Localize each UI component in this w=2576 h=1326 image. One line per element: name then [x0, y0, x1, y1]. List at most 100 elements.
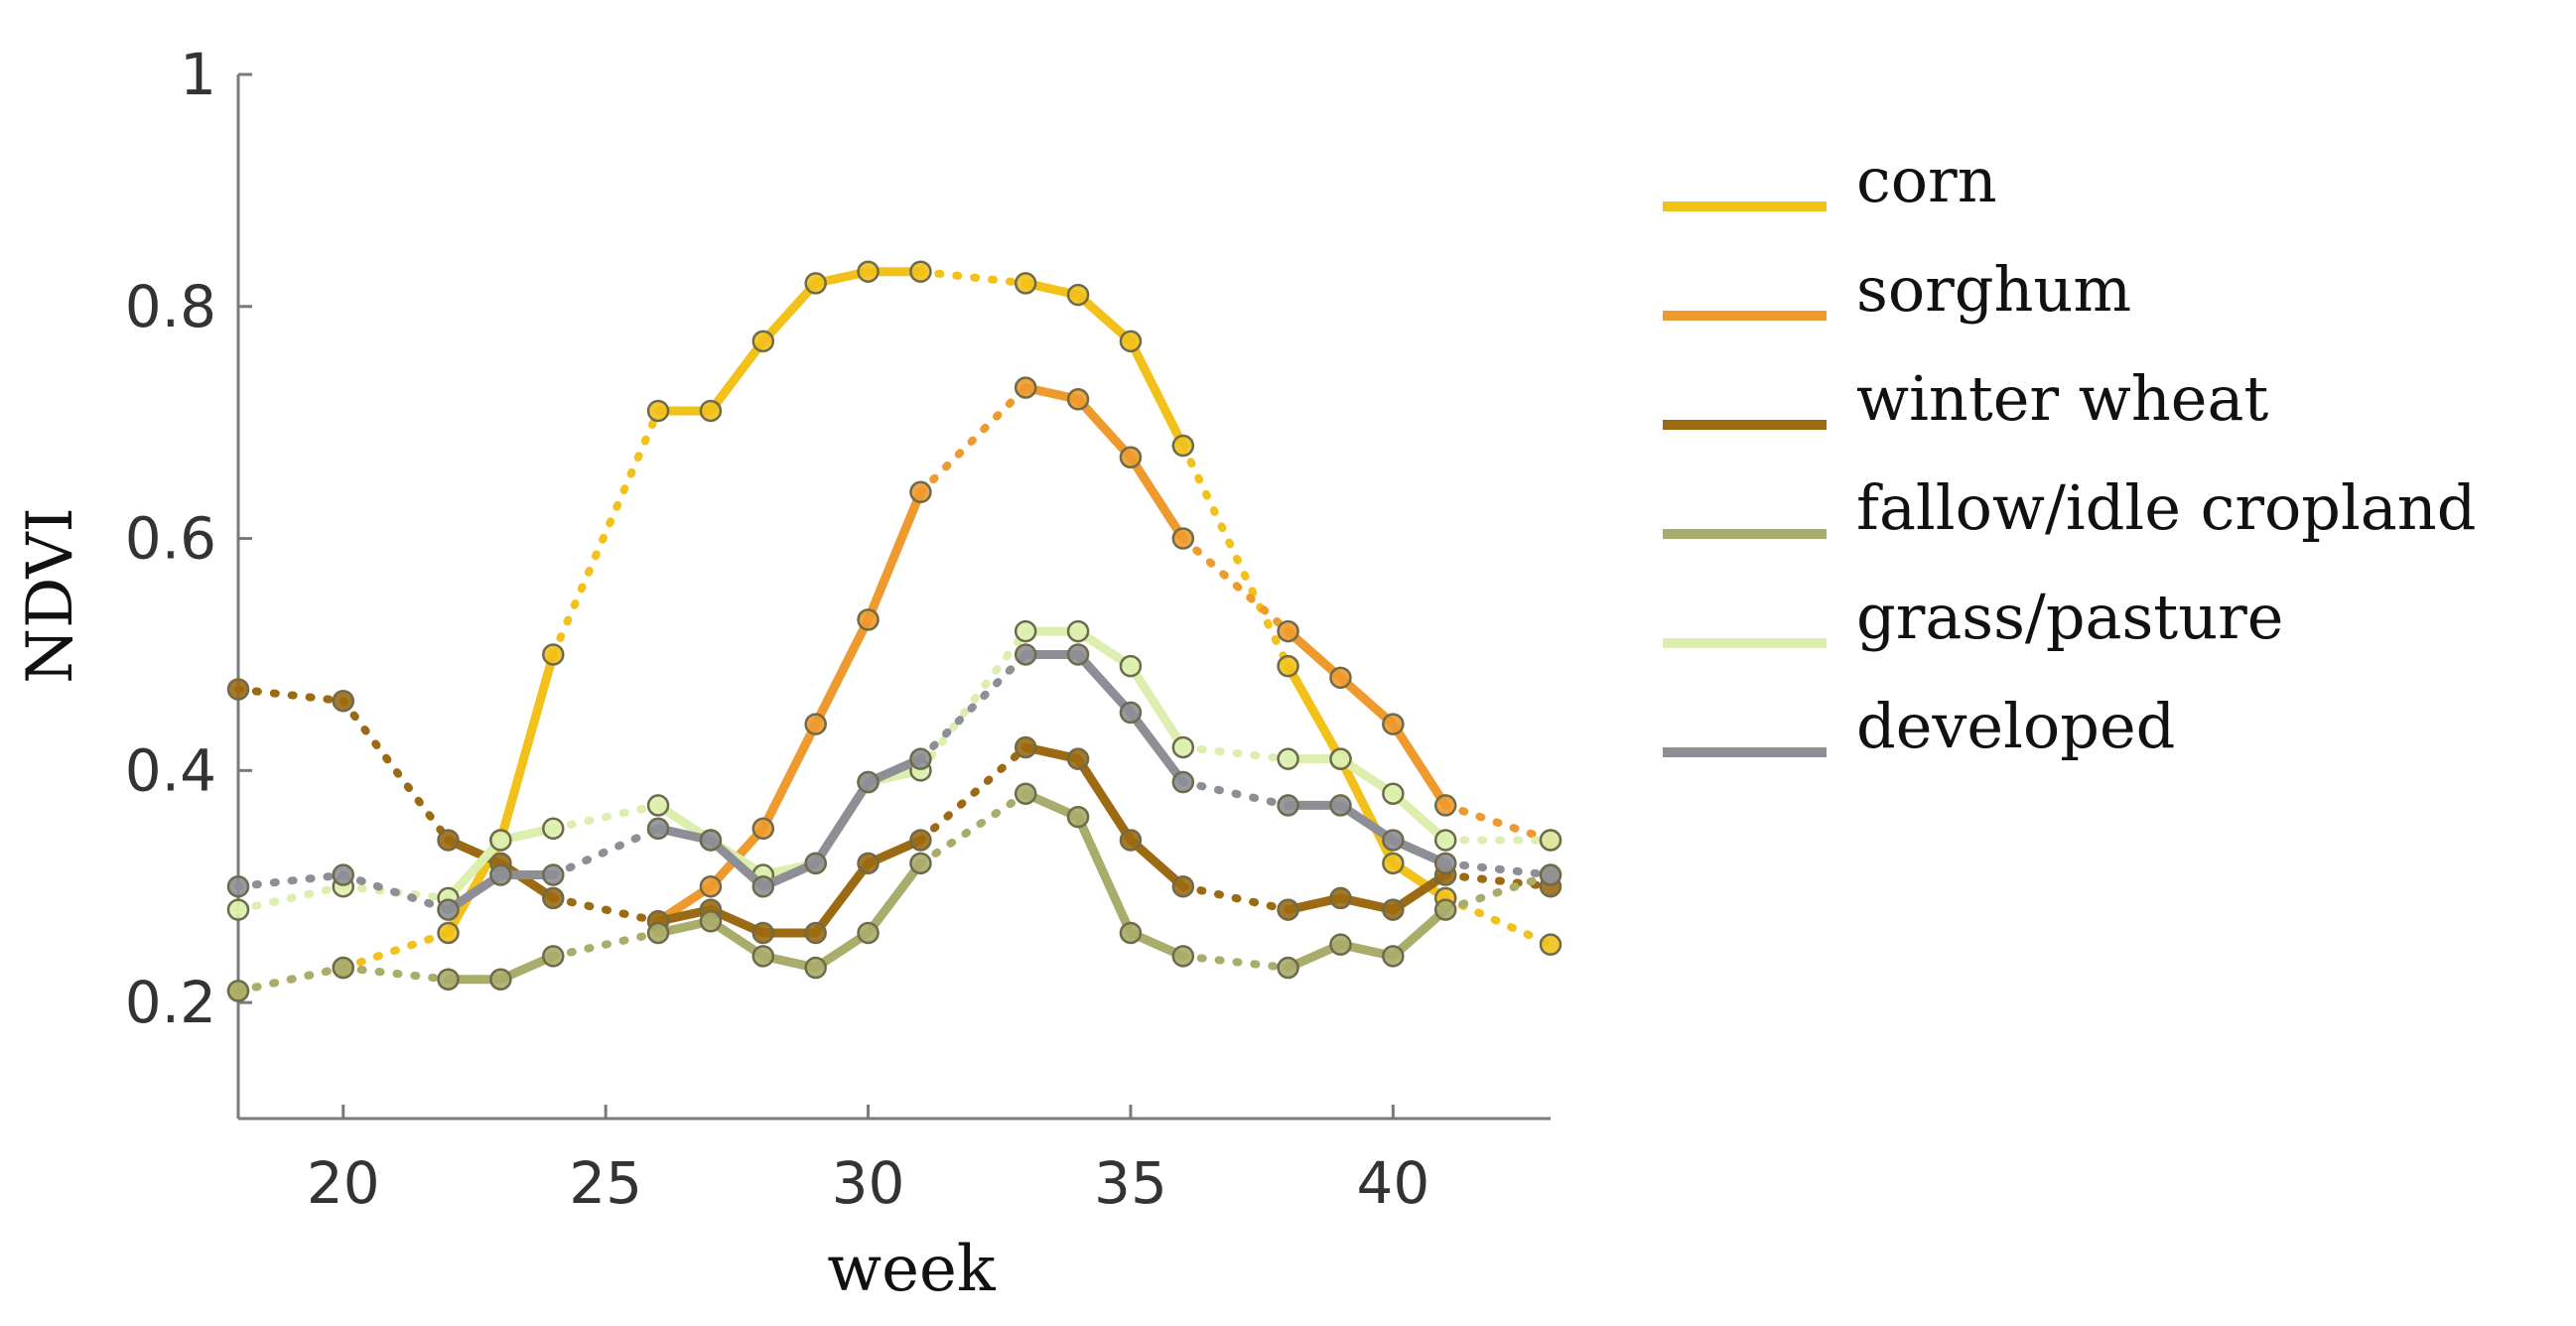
data-point [542, 945, 565, 968]
data-point [1066, 747, 1090, 770]
data-point [1066, 643, 1090, 666]
series-gap-segment [916, 789, 1030, 867]
data-point [1382, 782, 1405, 805]
series-line-segment [1126, 661, 1188, 752]
data-point [489, 863, 512, 886]
data-point [1119, 829, 1143, 852]
data-point [1329, 794, 1352, 817]
series-line-segment [811, 859, 874, 938]
data-point [646, 399, 670, 423]
data-point [804, 852, 827, 875]
data-point [1382, 713, 1405, 735]
data-point [1277, 654, 1299, 678]
series-gap-segment [1178, 778, 1292, 810]
data-point [489, 968, 512, 991]
y-tick-label: 0.2 [125, 969, 216, 1036]
series-gap-segment [549, 893, 663, 926]
series-gap-segment [549, 801, 663, 833]
series-line-segment [864, 859, 925, 938]
series-line-segment [1335, 673, 1398, 729]
data-point [1119, 446, 1143, 468]
data-point [804, 272, 827, 295]
data-point [332, 956, 355, 980]
data-point [1119, 921, 1143, 945]
data-point [1539, 933, 1562, 956]
y-tick-label: 0.4 [125, 736, 216, 804]
series-gap-segment [916, 742, 1030, 845]
series-line-segment [1073, 649, 1136, 718]
data-point [489, 829, 512, 852]
series-line-segment [864, 487, 925, 624]
series-gap-segment [339, 964, 453, 984]
legend-label: corn [1856, 144, 1997, 216]
legend-label: developed [1856, 690, 2175, 762]
series-gap-segment [1178, 442, 1292, 671]
series-winter-wheat [226, 678, 1562, 945]
data-point [226, 898, 250, 921]
series-line-segment [1073, 754, 1136, 845]
data-point [646, 817, 670, 841]
series-gap-segment [1441, 870, 1555, 914]
data-point [751, 945, 775, 968]
series-line-segment [1126, 835, 1188, 891]
data-point [1329, 666, 1352, 690]
data-point [1014, 735, 1037, 759]
data-point [804, 921, 827, 945]
data-point [699, 399, 723, 423]
data-point [1433, 794, 1457, 817]
data-point [542, 817, 565, 841]
series-gap-segment [1441, 801, 1555, 845]
data-point [1119, 654, 1143, 678]
series-line-segment [1388, 789, 1450, 845]
data-point [1014, 619, 1037, 643]
data-point [699, 874, 723, 898]
x-tick-label: 40 [1356, 1149, 1429, 1217]
data-point [909, 747, 932, 770]
series-gap-segment [549, 824, 663, 879]
data-point [1277, 956, 1299, 980]
series-gap-segment [234, 685, 347, 706]
series-gap-segment [339, 870, 453, 914]
series-line-segment [1284, 626, 1345, 683]
series-gap-segment [1441, 859, 1555, 879]
series-line-segment [1126, 453, 1188, 544]
data-point [646, 794, 670, 817]
data-point [1171, 770, 1195, 794]
data-point [1066, 283, 1090, 307]
data-point [226, 678, 250, 701]
data-point [1014, 643, 1037, 666]
data-point [1382, 945, 1405, 968]
series-gap-segment [549, 928, 663, 961]
series-gap-segment [916, 267, 1030, 288]
data-point [1277, 794, 1299, 817]
data-point [1171, 434, 1195, 458]
y-axis-label: NDVI [14, 507, 87, 684]
x-tick-label: 30 [832, 1149, 905, 1217]
data-point [1382, 852, 1405, 875]
series-gap-segment [916, 627, 1030, 775]
data-point [1014, 376, 1037, 399]
data-point [437, 829, 460, 852]
data-point [1119, 330, 1143, 353]
series-line-segment [758, 720, 821, 834]
data-point [909, 480, 932, 504]
data-point [1433, 829, 1457, 852]
data-point [1277, 619, 1299, 643]
data-point [332, 863, 355, 886]
data-point [1433, 898, 1457, 921]
series-fallow-idle-cropland [226, 782, 1562, 1002]
series-line-segment [706, 835, 768, 891]
series-line-segment [1073, 394, 1136, 463]
series-sorghum [646, 376, 1562, 933]
series-gap-segment [234, 882, 347, 914]
data-point [751, 921, 775, 945]
data-point [857, 852, 880, 875]
series-line-segment [811, 777, 874, 868]
x-tick-label: 25 [569, 1149, 642, 1217]
data-point [1066, 805, 1090, 829]
data-point [542, 643, 565, 666]
data-point [646, 921, 670, 945]
data-point [437, 898, 460, 921]
data-point [857, 608, 880, 631]
